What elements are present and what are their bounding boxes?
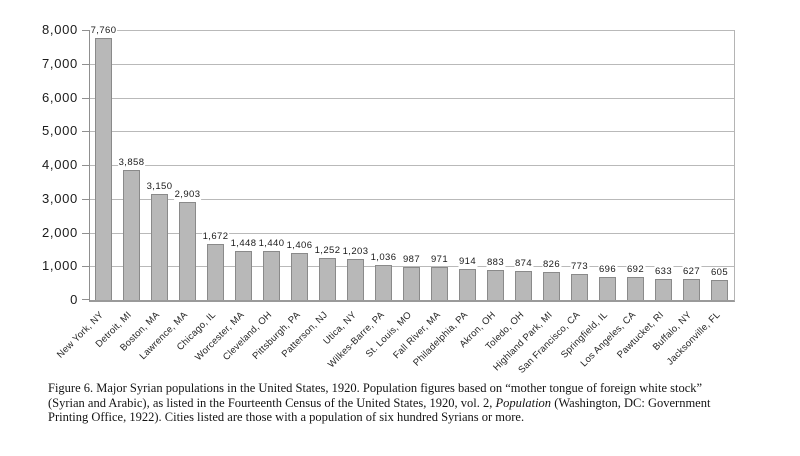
caption-line-2-post: (Washington, DC: Government	[551, 395, 711, 410]
bar-philadelphia-pa	[459, 269, 476, 300]
gridline-5000	[90, 131, 734, 133]
syrian-population-bar-chart: 0 1,000 2,000 3,000 4,000 5,000 6,000 7,000 8,00…	[0, 23, 735, 382]
bar-value-los-angeles-ca: 692	[625, 263, 646, 275]
bar-new-york-ny	[95, 38, 112, 300]
y-tick-1000	[82, 266, 89, 268]
plot-area: 7,760 3,858 3,150 2,903 1,672 1,448 1,440 1,406…	[89, 25, 735, 302]
bar-detroit-mi	[123, 169, 140, 300]
y-tick-label-7000: 7,000	[41, 55, 78, 71]
y-tick-label-3000: 3,000	[41, 190, 78, 206]
y-tick-8000	[82, 30, 89, 31]
gridline-3000	[90, 198, 734, 200]
bar-value-patterson-nj: 1,252	[313, 244, 342, 256]
y-tick-label-2000: 2,000	[41, 224, 78, 240]
y-tick-6000	[82, 97, 89, 99]
gridline-7000	[90, 63, 734, 65]
gridline-2000	[90, 232, 734, 234]
gridline-6000	[90, 97, 734, 99]
bar-value-akron-oh: 883	[485, 257, 506, 269]
bar-value-st-louis-mo: 987	[401, 253, 422, 265]
bar-value-fall-river-ma: 971	[429, 254, 450, 266]
bar-st-louis-mo	[403, 266, 420, 300]
gridline-8000	[90, 30, 734, 31]
bar-value-springfield-il: 696	[597, 263, 618, 275]
bar-pawtucket-ri	[655, 278, 672, 300]
y-tick-3000	[82, 198, 89, 200]
bar-highland-park-mi	[543, 272, 560, 300]
bar-utica-ny	[347, 259, 364, 300]
bar-value-jacksonville-fl: 605	[709, 266, 730, 278]
x-label-jacksonville-fl: Jacksonville, FL	[664, 309, 723, 368]
bar-cleveland-oh	[263, 251, 280, 300]
y-tick-label-4000: 4,000	[41, 157, 78, 172]
bar-akron-oh	[487, 270, 504, 300]
bar-toledo-oh	[515, 270, 532, 300]
bar-value-detroit-mi: 3,858	[117, 156, 146, 168]
y-tick-label-0: 0	[70, 292, 78, 307]
bar-patterson-nj	[319, 257, 336, 300]
bar-value-toledo-oh: 874	[513, 257, 534, 269]
y-tick-label-1000: 1,000	[41, 258, 78, 274]
bar-boston-ma	[151, 193, 168, 300]
gridline-4000	[90, 165, 734, 166]
y-tick-2000	[82, 232, 89, 234]
bar-san-francisco-ca	[571, 273, 588, 300]
bar-jacksonville-fl	[711, 279, 728, 300]
bar-buffalo-ny	[683, 278, 700, 300]
bar-wilkes-barre-pa	[375, 265, 392, 300]
bar-pittsburgh-pa	[291, 252, 308, 300]
bar-value-wilkes-barre-pa: 1,036	[369, 252, 398, 263]
bar-chicago-il	[207, 243, 224, 300]
y-tick-label-8000: 8,000	[41, 22, 78, 37]
bar-los-angeles-ca	[627, 276, 644, 300]
figure-caption: Figure 6. Major Syrian populations in th…	[48, 381, 764, 425]
y-tick-0	[82, 299, 89, 300]
bar-value-highland-park-mi: 826	[541, 259, 562, 271]
bar-springfield-il	[599, 276, 616, 300]
bar-value-buffalo-ny: 627	[681, 265, 702, 277]
bar-fall-river-ma	[431, 267, 448, 300]
y-tick-4000	[82, 165, 89, 166]
x-axis-labels: New York, NY Detroit, MI Boston, MA Lawrenc…	[55, 304, 733, 382]
y-tick-5000	[82, 131, 89, 133]
bar-value-chicago-il: 1,672	[201, 230, 230, 242]
caption-line-3: Printing Office, 1922). Cities listed ar…	[48, 410, 525, 425]
bar-value-boston-ma: 3,150	[145, 180, 174, 192]
caption-line-2: (Syrian and Arabic), as listed in the Fo…	[48, 396, 764, 411]
y-tick-7000	[82, 63, 89, 65]
y-axis: 0 1,000 2,000 3,000 4,000 5,000 6,000 7,000 8,00…	[0, 23, 89, 307]
bar-value-lawrence-ma: 2,903	[173, 189, 202, 200]
bar-value-philadelphia-pa: 914	[457, 256, 478, 268]
y-tick-label-5000: 5,000	[41, 123, 78, 139]
caption-line-1: Figure 6. Major Syrian populations in th…	[48, 381, 703, 395]
bar-lawrence-ma	[179, 202, 196, 300]
caption-book-title-italic: Population	[495, 395, 552, 410]
bar-value-utica-ny: 1,203	[341, 246, 370, 258]
bar-value-pittsburgh-pa: 1,406	[285, 239, 314, 251]
bar-value-new-york-ny: 7,760	[89, 25, 118, 37]
bar-value-worcester-ma: 1,448	[229, 238, 258, 250]
bar-value-san-francisco-ca: 773	[569, 260, 590, 272]
bar-worcester-ma	[235, 251, 252, 300]
caption-line-2-pre: (Syrian and Arabic), as listed in the Fo…	[48, 395, 496, 410]
bar-value-pawtucket-ri: 633	[653, 265, 674, 277]
bar-value-cleveland-oh: 1,440	[257, 238, 286, 250]
y-tick-label-6000: 6,000	[41, 89, 78, 105]
